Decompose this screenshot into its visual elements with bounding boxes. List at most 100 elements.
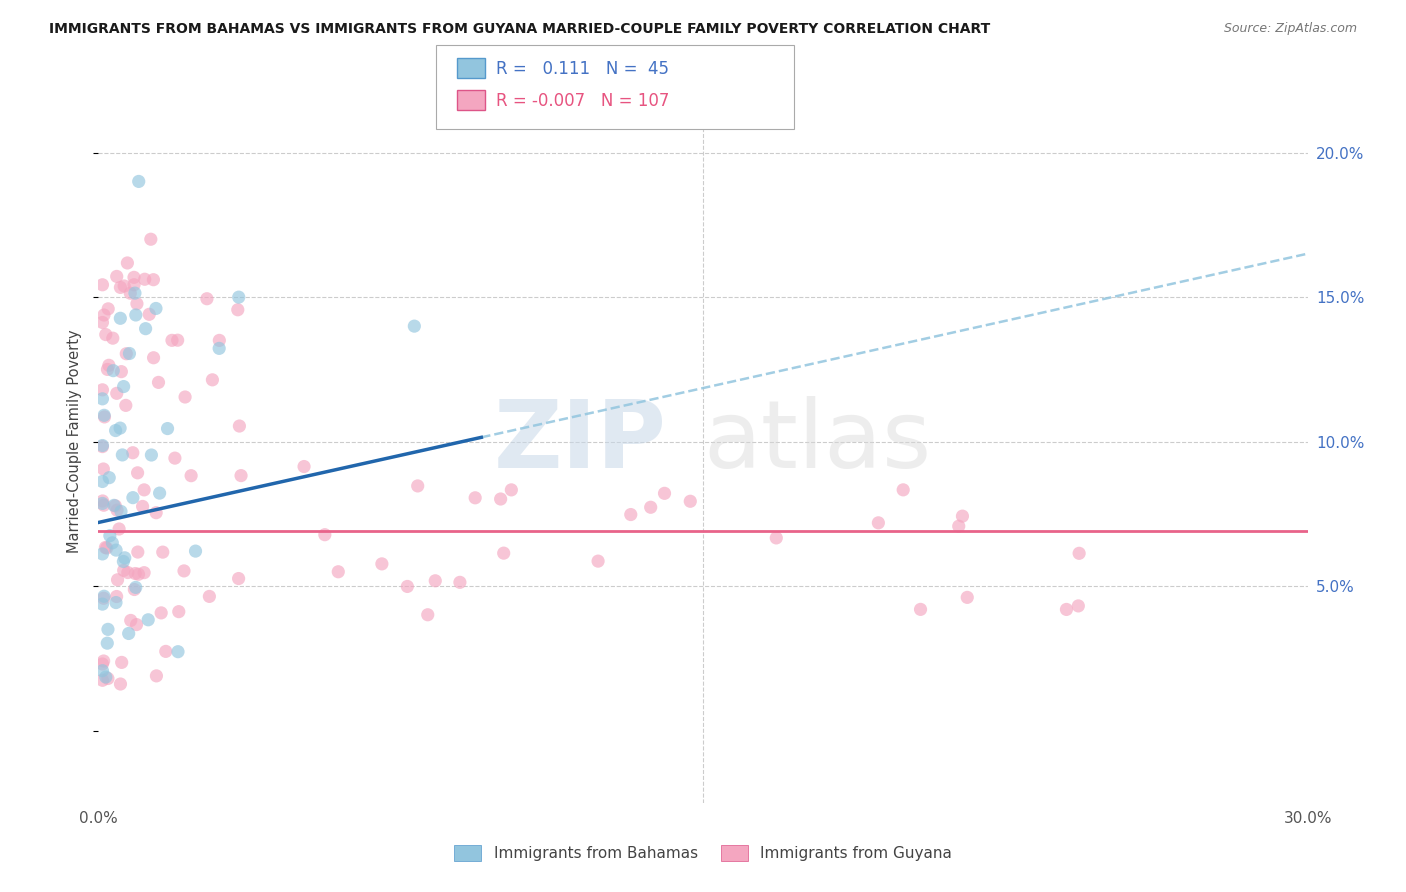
- Point: [91, 496, 114, 510]
- Point: [112, 554, 135, 568]
- Point: [149, 486, 172, 500]
- Point: [103, 499, 125, 513]
- Text: Source: ZipAtlas.com: Source: ZipAtlas.com: [1223, 22, 1357, 36]
- Point: [136, 613, 159, 627]
- Point: [134, 483, 156, 497]
- Legend: Immigrants from Bahamas, Immigrants from Guyana: Immigrants from Bahamas, Immigrants from…: [447, 839, 959, 867]
- Point: [226, 302, 249, 317]
- Point: [167, 605, 190, 619]
- Point: [93, 654, 115, 668]
- Point: [198, 590, 221, 604]
- Point: [91, 277, 114, 292]
- Point: [174, 390, 197, 404]
- Point: [620, 508, 643, 522]
- Point: [229, 468, 252, 483]
- Point: [91, 383, 114, 397]
- Point: [501, 483, 523, 497]
- Point: [141, 448, 163, 462]
- Point: [91, 664, 114, 678]
- Point: [956, 591, 979, 605]
- Point: [91, 494, 114, 508]
- Point: [208, 342, 231, 356]
- Point: [93, 591, 115, 606]
- Point: [464, 491, 486, 505]
- Point: [127, 545, 149, 559]
- Point: [110, 677, 132, 691]
- Point: [640, 500, 662, 515]
- Point: [489, 491, 512, 506]
- Point: [952, 509, 974, 524]
- Point: [117, 256, 139, 270]
- Point: [122, 270, 145, 285]
- Point: [110, 311, 132, 326]
- Point: [93, 498, 115, 512]
- Point: [125, 617, 148, 632]
- Point: [105, 590, 128, 604]
- Point: [101, 536, 124, 550]
- Point: [131, 500, 153, 514]
- Point: [449, 575, 471, 590]
- Point: [114, 550, 136, 565]
- Point: [93, 409, 115, 424]
- Text: IMMIGRANTS FROM BAHAMAS VS IMMIGRANTS FROM GUYANA MARRIED-COUPLE FAMILY POVERTY : IMMIGRANTS FROM BAHAMAS VS IMMIGRANTS FR…: [49, 22, 990, 37]
- Point: [125, 308, 148, 322]
- Point: [654, 486, 676, 500]
- Point: [228, 419, 250, 434]
- Point: [93, 409, 115, 423]
- Point: [208, 334, 231, 348]
- Point: [112, 563, 135, 577]
- Point: [128, 174, 150, 188]
- Point: [492, 546, 515, 560]
- Point: [104, 596, 127, 610]
- Point: [93, 462, 115, 476]
- Point: [96, 541, 118, 555]
- Point: [97, 359, 120, 373]
- Point: [155, 644, 177, 658]
- Point: [94, 541, 117, 555]
- Point: [184, 544, 207, 558]
- Point: [163, 451, 186, 466]
- Point: [128, 567, 150, 582]
- Point: [121, 446, 143, 460]
- Point: [93, 589, 115, 603]
- Point: [117, 566, 139, 580]
- Point: [105, 269, 128, 284]
- Point: [122, 277, 145, 292]
- Point: [135, 321, 157, 335]
- Point: [132, 566, 155, 580]
- Point: [105, 386, 128, 401]
- Point: [93, 308, 115, 322]
- Point: [765, 531, 787, 545]
- Point: [371, 557, 394, 571]
- Point: [98, 470, 121, 484]
- Point: [139, 232, 162, 246]
- Point: [150, 606, 173, 620]
- Point: [122, 491, 145, 505]
- Point: [91, 475, 114, 489]
- Text: R =   0.111   N =  45: R = 0.111 N = 45: [496, 60, 669, 78]
- Point: [124, 582, 146, 597]
- Point: [292, 459, 315, 474]
- Point: [138, 307, 160, 321]
- Point: [110, 365, 132, 379]
- Point: [425, 574, 447, 588]
- Point: [118, 346, 141, 360]
- Point: [110, 280, 132, 294]
- Point: [127, 466, 149, 480]
- Text: R = -0.007   N = 107: R = -0.007 N = 107: [496, 92, 669, 110]
- Point: [118, 626, 141, 640]
- Point: [105, 543, 128, 558]
- Point: [96, 362, 118, 376]
- Point: [94, 670, 117, 684]
- Point: [195, 292, 218, 306]
- Point: [910, 602, 932, 616]
- Point: [97, 672, 120, 686]
- Point: [105, 503, 128, 517]
- Point: [124, 566, 146, 581]
- Point: [1069, 546, 1091, 560]
- Point: [91, 597, 114, 611]
- Point: [91, 440, 114, 454]
- Point: [679, 494, 702, 508]
- Point: [228, 290, 250, 304]
- Point: [111, 656, 134, 670]
